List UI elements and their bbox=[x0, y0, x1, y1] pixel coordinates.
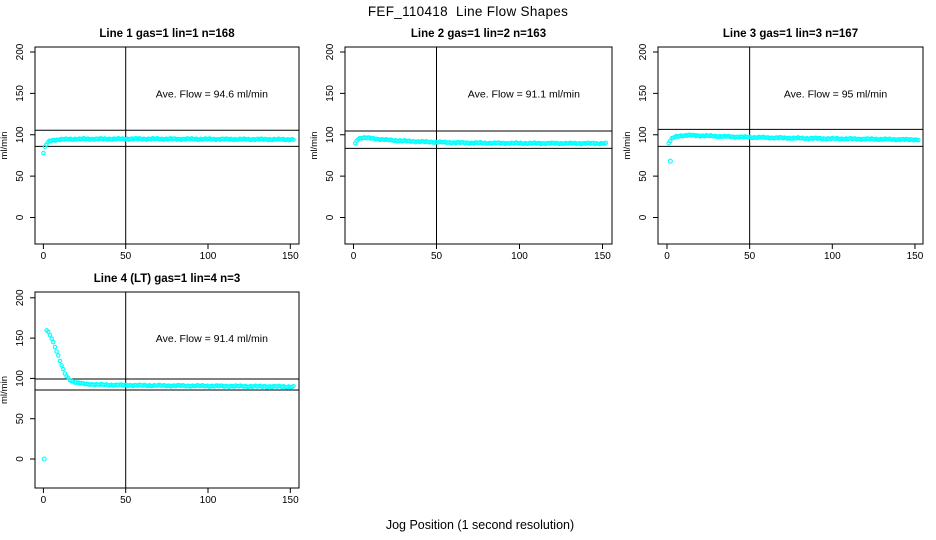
y-tick-label: 100 bbox=[15, 126, 26, 143]
panel-line-4: Line 4 (LT) gas=1 lin=4 n=3 0 50 100 150 0 50 1… bbox=[0, 267, 316, 517]
x-tick-label: 0 bbox=[664, 251, 670, 262]
panel-line-3: Line 3 gas=1 lin=3 n=167 0 50 100 150 0 50 100 1… bbox=[620, 22, 936, 270]
y-tick-label: 200 bbox=[15, 43, 26, 60]
x-tick-label: 100 bbox=[511, 251, 528, 262]
x-tick-label: 100 bbox=[200, 495, 217, 506]
y-axis-unit-label: ml/min bbox=[0, 376, 10, 404]
outlier-point bbox=[41, 456, 47, 462]
y-tick-label: 100 bbox=[15, 370, 26, 387]
panel-plot: Line 1 gas=1 lin=1 n=168 0 50 100 150 0 50 100 1… bbox=[0, 28, 300, 262]
panel-plot: Line 3 gas=1 lin=3 n=167 0 50 100 150 0 50 100 1… bbox=[622, 28, 924, 262]
x-tick-label: 100 bbox=[200, 251, 217, 262]
panel-line-2: Line 2 gas=1 lin=2 n=163 0 50 100 150 0 50 100 1… bbox=[308, 22, 624, 270]
data-point bbox=[51, 339, 56, 345]
panel-plot: Line 4 (LT) gas=1 lin=4 n=3 0 50 100 150 0 50 1… bbox=[0, 273, 300, 506]
data-point bbox=[56, 353, 61, 358]
y-tick-label: 0 bbox=[325, 214, 336, 220]
avg-flow-annotation: Ave. Flow = 95 ml/min bbox=[784, 88, 888, 100]
data-point bbox=[52, 344, 58, 350]
data-point bbox=[46, 329, 51, 335]
y-tick-label: 0 bbox=[15, 214, 26, 220]
panel-title: Line 3 gas=1 lin=3 n=167 bbox=[723, 28, 858, 40]
y-tick-label: 150 bbox=[15, 85, 26, 102]
y-axis-unit-label: ml/min bbox=[622, 132, 633, 160]
x-tick-label: 150 bbox=[594, 251, 611, 262]
data-point bbox=[291, 383, 296, 389]
y-tick-label: 50 bbox=[325, 170, 336, 182]
x-tick-label: 150 bbox=[907, 251, 924, 262]
panel-title: Line 2 gas=1 lin=2 n=163 bbox=[411, 28, 546, 40]
data-point bbox=[47, 332, 53, 338]
x-tick-label: 0 bbox=[41, 495, 47, 506]
x-axis-title: Jog Position (1 second resolution) bbox=[385, 518, 575, 532]
data-point bbox=[916, 137, 921, 143]
avg-flow-annotation: Ave. Flow = 91.1 ml/min bbox=[468, 88, 580, 100]
y-tick-label: 200 bbox=[638, 43, 649, 60]
x-tick-label: 100 bbox=[824, 251, 841, 262]
plot-box bbox=[657, 46, 924, 245]
x-tick-label: 150 bbox=[282, 251, 299, 262]
data-points bbox=[41, 135, 296, 156]
avg-flow-annotation: Ave. Flow = 94.6 ml/min bbox=[156, 88, 268, 100]
data-point bbox=[291, 137, 296, 142]
x-tick-label: 50 bbox=[120, 251, 132, 262]
data-point bbox=[61, 366, 66, 372]
x-tick-label: 150 bbox=[282, 495, 299, 506]
y-tick-label: 150 bbox=[325, 85, 336, 102]
y-tick-label: 200 bbox=[15, 289, 26, 306]
y-tick-label: 150 bbox=[638, 85, 649, 102]
plot-box bbox=[344, 46, 613, 245]
y-tick-label: 0 bbox=[638, 214, 649, 220]
y-tick-label: 150 bbox=[15, 329, 26, 346]
panel-title: Line 4 (LT) gas=1 lin=4 n=3 bbox=[94, 273, 240, 285]
data-point bbox=[603, 140, 609, 145]
x-tick-label: 0 bbox=[351, 251, 357, 262]
figure-title: FEF_110418 Line Flow Shapes bbox=[367, 4, 569, 19]
x-tick-label: 50 bbox=[744, 251, 756, 262]
y-tick-label: 50 bbox=[638, 170, 649, 182]
y-tick-label: 50 bbox=[15, 413, 26, 425]
plot-box bbox=[34, 46, 300, 245]
x-tick-label: 0 bbox=[41, 251, 47, 262]
data-point bbox=[59, 363, 64, 368]
x-tick-label: 50 bbox=[120, 495, 132, 506]
y-tick-label: 200 bbox=[325, 43, 336, 60]
x-tick-label: 50 bbox=[431, 251, 443, 262]
panel-plot: Line 2 gas=1 lin=2 n=163 0 50 100 150 0 50 100 1… bbox=[309, 28, 613, 262]
y-tick-label: 50 bbox=[15, 170, 26, 182]
data-point bbox=[41, 150, 46, 156]
outlier-point bbox=[667, 158, 673, 164]
panel-title: Line 1 gas=1 lin=1 n=168 bbox=[99, 28, 235, 40]
y-tick-label: 0 bbox=[15, 456, 26, 462]
data-point bbox=[57, 358, 63, 364]
avg-flow-annotation: Ave. Flow = 91.4 ml/min bbox=[156, 333, 268, 345]
y-axis-unit-label: ml/min bbox=[309, 132, 320, 160]
panel-line-1: Line 1 gas=1 lin=1 n=168 0 50 100 150 0 50 100 1… bbox=[0, 22, 316, 270]
y-tick-label: 100 bbox=[325, 126, 336, 143]
data-points bbox=[41, 328, 296, 462]
data-points bbox=[666, 132, 921, 164]
data-points bbox=[352, 135, 609, 147]
data-point bbox=[49, 336, 54, 342]
data-point bbox=[54, 349, 59, 354]
y-tick-label: 100 bbox=[638, 126, 649, 143]
y-axis-unit-label: ml/min bbox=[0, 132, 10, 160]
